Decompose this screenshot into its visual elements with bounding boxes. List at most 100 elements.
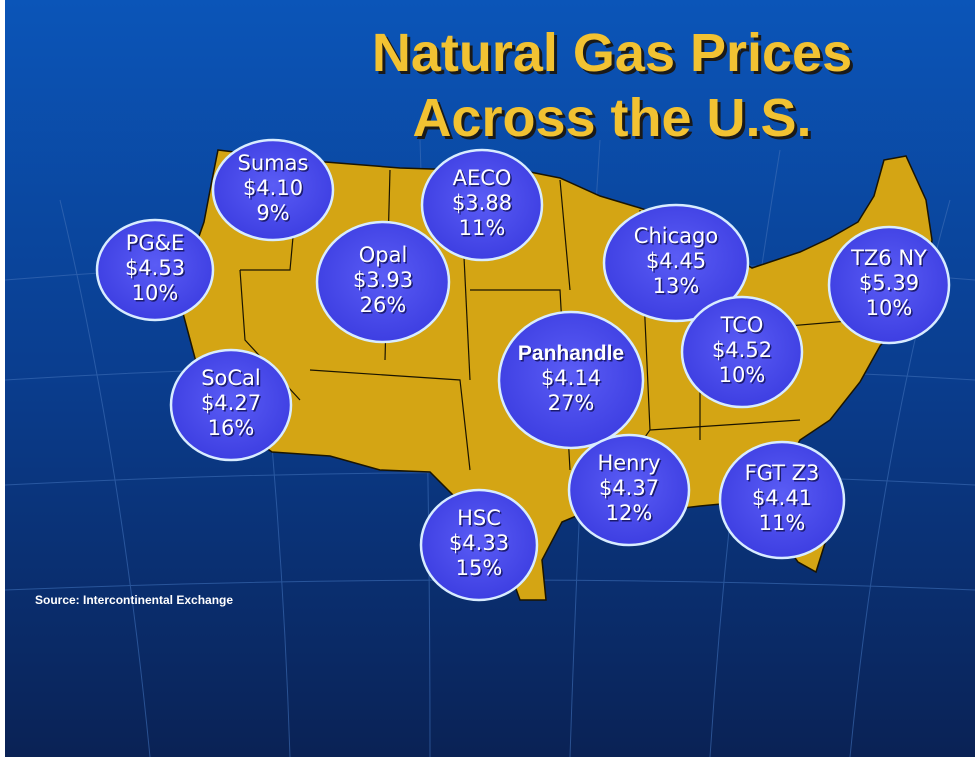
hub-name-shadow: TZ6 NY [852,248,929,272]
hub-bubble [211,138,335,242]
hub-price-shadow: $3.88 [453,193,513,217]
hub-change: 10% [719,363,766,387]
hub-price-shadow: $4.53 [126,258,186,282]
hub-change-shadow: 27% [549,393,596,417]
hub-bubble [680,295,804,409]
hub-price-shadow: $5.39 [860,273,920,297]
hub-name-shadow: TCO [721,315,765,339]
hub-name-shadow: Sumas [239,153,310,177]
hub-name: FGT Z3 [745,461,820,485]
hub-bubble [567,433,691,547]
hub-price: $5.39 [859,271,919,295]
hub-price-shadow: $4.52 [713,340,773,364]
hub-change-shadow: 10% [133,283,180,307]
hub-change-shadow: 11% [460,218,507,242]
hub-price: $3.93 [353,268,413,292]
hub-name-shadow: SoCal [203,368,263,392]
hub-bubble [419,488,539,602]
hub-name-shadow: Panhandle [519,344,625,367]
hub-price: $4.37 [599,476,659,500]
title-line: Natural Gas Prices [372,23,852,83]
hub-change-shadow: 26% [361,295,408,319]
hub-change-shadow: 10% [720,365,767,389]
hub-change-shadow: 12% [607,503,654,527]
hub-change: 13% [653,274,700,298]
hub-bubble [169,348,293,462]
hub-name: Opal [359,243,408,267]
hub-price: $4.41 [752,486,812,510]
hub-change: 10% [132,281,179,305]
hub-change-shadow: 13% [654,276,701,300]
hub-price-shadow: $4.27 [202,393,262,417]
hub-price: $4.27 [201,391,261,415]
hub-name: TZ6 NY [850,246,927,270]
hub-bubble [827,225,951,345]
hub-bubble [95,218,215,322]
hub-name-shadow: AECO [454,168,513,192]
hub-name-shadow: PG&E [127,233,186,257]
hub-price-shadow: $4.10 [244,178,304,202]
title-line: Across the U.S. [412,88,811,148]
hub-change-shadow: 15% [457,558,504,582]
hub-price: $4.14 [541,366,601,390]
hub-bubble [497,310,645,450]
hub-change-shadow: 16% [209,418,256,442]
hub-name-shadow: FGT Z3 [746,463,821,487]
hub-price-shadow: $4.45 [647,251,707,275]
hub-bubble [315,220,451,344]
hub-price: $4.45 [646,249,706,273]
hub-price-shadow: $4.33 [450,533,510,557]
hub-price-shadow: $3.93 [354,270,414,294]
title: Natural Gas Prices Natural Gas Prices Ac… [372,23,855,151]
hub-name: Chicago [634,224,718,248]
hub-change: 11% [759,511,806,535]
hub-price: $4.53 [125,256,185,280]
hub-name: Panhandle [518,342,624,365]
hub-name: Henry [597,451,660,475]
hub-name: PG&E [126,231,185,255]
hub-change-shadow: 10% [867,298,914,322]
hub-price-shadow: $4.37 [600,478,660,502]
hub-change: 11% [459,216,506,240]
hub-name-shadow: HSC [459,508,503,532]
hub-bubble [718,440,846,560]
hub-price-shadow: $4.41 [753,488,813,512]
hub-change: 16% [208,416,255,440]
hub-bubble [420,148,544,262]
hub-change: 12% [606,501,653,525]
hub-name-shadow: Henry [599,453,662,477]
hub-change: 15% [456,556,503,580]
hub-name: Sumas [238,151,309,175]
source: Source: Intercontinental Exchange [35,593,233,607]
title-shadow: Natural Gas Prices [375,26,855,86]
hub-change: 9% [256,201,289,225]
hub-name-shadow: Chicago [635,226,719,250]
title-shadow: Across the U.S. [415,91,814,151]
hub-change: 10% [866,296,913,320]
hub-price: $4.52 [712,338,772,362]
hub-price: $3.88 [452,191,512,215]
hub-bubble [602,203,750,323]
hub-price: $4.10 [243,176,303,200]
hub-name: HSC [457,506,501,530]
hub-change-shadow: 11% [760,513,807,537]
hub-change: 27% [548,391,595,415]
hub-price-shadow: $4.14 [542,368,602,392]
hub-name: TCO [720,313,764,337]
hub-name: AECO [453,166,512,190]
hub-name: SoCal [201,366,261,390]
